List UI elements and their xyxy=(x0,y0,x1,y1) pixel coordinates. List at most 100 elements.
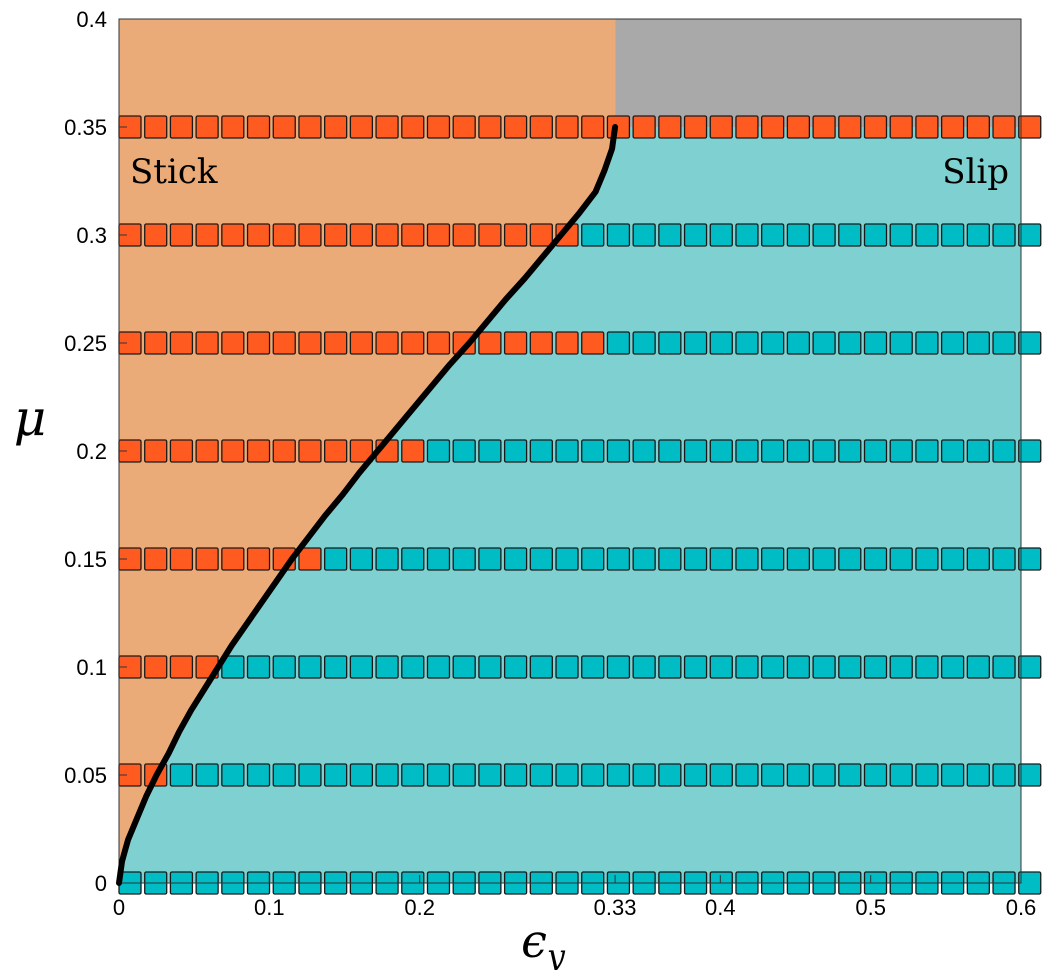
stick-marker-r1-c2 xyxy=(169,223,194,247)
slip-marker-r1-c28 xyxy=(838,223,862,247)
stick-marker-r2-c18 xyxy=(581,331,605,355)
slip-marker-r2-c26 xyxy=(786,331,811,355)
stick-marker-r0-c14 xyxy=(478,115,502,139)
slip-marker-r3-c34 xyxy=(992,439,1016,463)
slip-marker-r4-c32 xyxy=(940,547,965,571)
slip-marker-r5-c10 xyxy=(375,655,399,679)
slip-marker-r5-c28 xyxy=(838,655,862,679)
slip-marker-r2-c20 xyxy=(632,331,656,355)
stick-marker-r2-c16 xyxy=(529,331,553,355)
slip-marker-r1-c21 xyxy=(658,223,682,247)
slip-marker-r6-c14 xyxy=(478,763,502,787)
slip-marker-r5-c9 xyxy=(349,655,374,679)
slip-marker-r5-c35 xyxy=(1018,655,1042,679)
slip-marker-r3-c25 xyxy=(761,439,785,463)
x-tick-label: 0.4 xyxy=(705,895,736,920)
stick-marker-r0-c35 xyxy=(1018,115,1042,139)
stick-marker-r2-c15 xyxy=(503,331,528,355)
slip-marker-r3-c31 xyxy=(915,439,939,463)
slip-marker-r6-c34 xyxy=(992,763,1016,787)
slip-marker-r4-c27 xyxy=(812,547,836,571)
slip-marker-r5-c18 xyxy=(581,655,605,679)
y-tick-label: 0 xyxy=(95,871,107,896)
slip-marker-r6-c30 xyxy=(889,763,913,787)
slip-marker-r4-c31 xyxy=(915,547,939,571)
slip-marker-r3-c26 xyxy=(786,439,811,463)
stick-marker-r0-c8 xyxy=(324,115,348,139)
slip-marker-r4-c28 xyxy=(838,547,862,571)
axis-labels: ϵy μ xyxy=(14,389,566,970)
stick-label: Stick xyxy=(130,152,218,192)
slip-marker-r5-c14 xyxy=(478,655,502,679)
slip-marker-r3-c17 xyxy=(555,439,579,463)
x-axis-label-subscript: y xyxy=(545,937,566,970)
x-tick-label: 0.1 xyxy=(254,895,285,920)
stick-marker-r3-c5 xyxy=(246,439,271,463)
slip-marker-r1-c18 xyxy=(581,223,605,247)
slip-marker-r4-c16 xyxy=(529,547,553,571)
x-axis-label: ϵy xyxy=(521,914,566,970)
slip-marker-r6-c21 xyxy=(658,763,682,787)
slip-marker-r6-c23 xyxy=(709,763,733,787)
slip-marker-r2-c28 xyxy=(838,331,862,355)
slip-marker-r3-c15 xyxy=(503,439,528,463)
slip-marker-r4-c10 xyxy=(375,547,399,571)
y-tick-labels: 0 0.05 0.1 0.15 0.2 0.25 0.3 0.35 0.4 xyxy=(64,7,127,896)
slip-marker-r6-c20 xyxy=(632,763,656,787)
stick-marker-r0-c4 xyxy=(221,115,245,139)
y-tick-label: 0.3 xyxy=(76,223,107,248)
slip-marker-r2-c21 xyxy=(658,331,682,355)
slip-marker-r4-c8 xyxy=(324,547,348,571)
slip-marker-r3-c12 xyxy=(426,439,451,463)
slip-marker-r6-c35 xyxy=(1018,763,1042,787)
stick-marker-r0-c1 xyxy=(144,115,168,139)
y-tick-label: 0.05 xyxy=(64,763,107,788)
slip-marker-r6-c5 xyxy=(246,763,271,787)
stick-marker-r3-c1 xyxy=(144,439,168,463)
slip-marker-r5-c4 xyxy=(221,655,245,679)
stick-marker-r2-c8 xyxy=(324,331,348,355)
slip-marker-r1-c33 xyxy=(966,223,990,247)
slip-marker-r6-c28 xyxy=(838,763,862,787)
stick-marker-r2-c10 xyxy=(375,331,399,355)
slip-marker-r4-c19 xyxy=(606,547,631,571)
slip-marker-r5-c17 xyxy=(555,655,579,679)
stick-marker-r3-c8 xyxy=(324,439,348,463)
stick-marker-r4-c4 xyxy=(221,547,245,571)
slip-marker-r3-c14 xyxy=(478,439,502,463)
slip-marker-r3-c24 xyxy=(735,439,759,463)
stick-marker-r0-c28 xyxy=(838,115,862,139)
slip-marker-r5-c5 xyxy=(246,655,271,679)
slip-marker-r6-c25 xyxy=(761,763,785,787)
slip-marker-r5-c33 xyxy=(966,655,990,679)
slip-marker-r2-c35 xyxy=(1018,331,1042,355)
stick-marker-r0-c9 xyxy=(349,115,374,139)
stick-marker-r2-c7 xyxy=(298,331,322,355)
slip-marker-r6-c29 xyxy=(863,763,888,787)
slip-marker-r6-c31 xyxy=(915,763,939,787)
slip-marker-r4-c9 xyxy=(349,547,374,571)
slip-marker-r6-c26 xyxy=(786,763,811,787)
slip-marker-r4-c35 xyxy=(1018,547,1042,571)
slip-marker-r4-c22 xyxy=(683,547,708,571)
x-tick-label: 0.2 xyxy=(404,895,435,920)
slip-marker-r2-c25 xyxy=(761,331,785,355)
slip-marker-r5-c20 xyxy=(632,655,656,679)
slip-marker-r2-c19 xyxy=(606,331,631,355)
stick-marker-r0-c30 xyxy=(889,115,913,139)
slip-marker-r6-c24 xyxy=(735,763,759,787)
stick-marker-r5-c2 xyxy=(169,655,194,679)
slip-marker-r2-c24 xyxy=(735,331,759,355)
slip-marker-r3-c21 xyxy=(658,439,682,463)
slip-marker-r1-c22 xyxy=(683,223,708,247)
stick-marker-r1-c3 xyxy=(195,223,219,247)
stick-marker-r0-c33 xyxy=(966,115,990,139)
slip-marker-r3-c19 xyxy=(606,439,631,463)
slip-marker-r5-c27 xyxy=(812,655,836,679)
stick-marker-r1-c7 xyxy=(298,223,322,247)
slip-marker-r2-c22 xyxy=(683,331,708,355)
slip-marker-r4-c11 xyxy=(401,547,425,571)
slip-marker-r1-c30 xyxy=(889,223,913,247)
slip-marker-r6-c10 xyxy=(375,763,399,787)
